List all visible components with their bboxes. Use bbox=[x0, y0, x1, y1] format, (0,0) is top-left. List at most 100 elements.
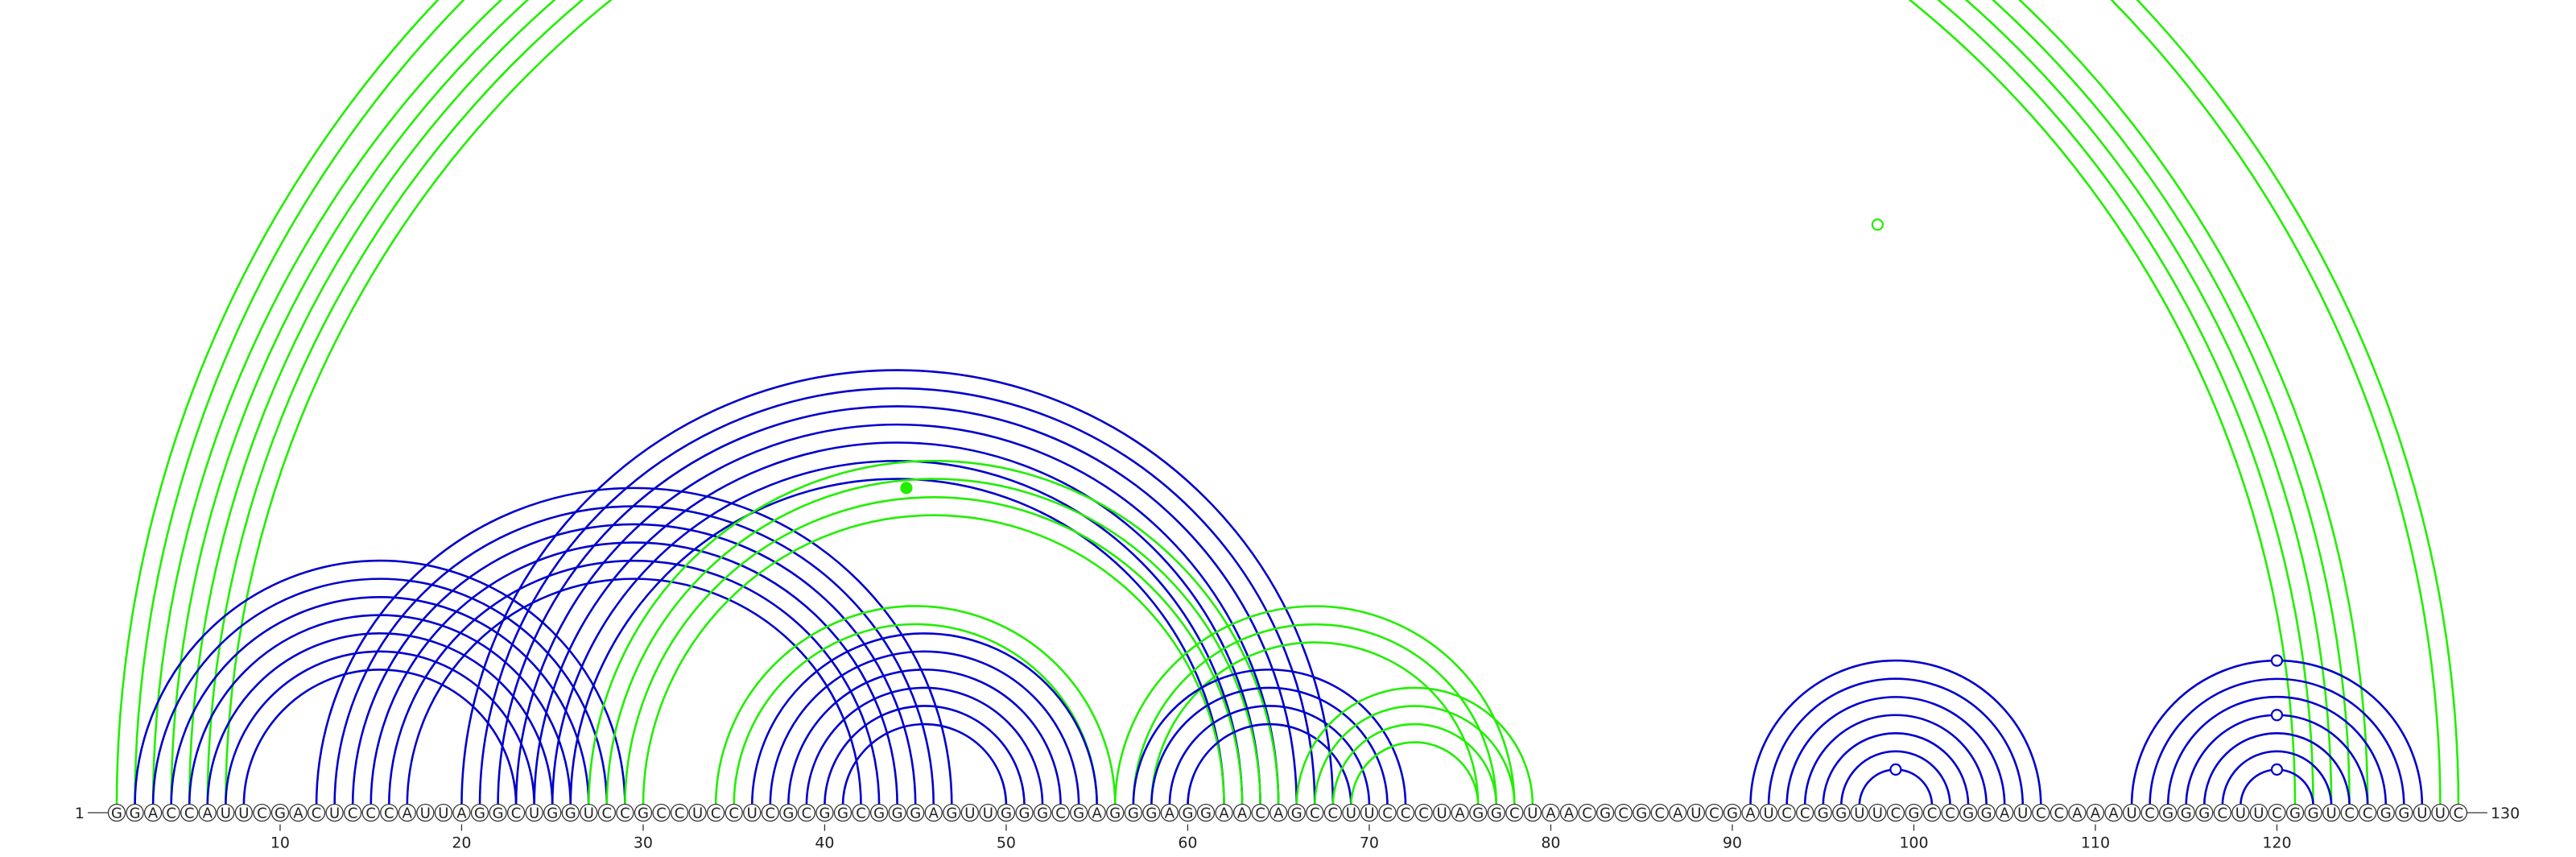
nucleotide-letter: U bbox=[1763, 805, 1773, 822]
nucleotide-letter: A bbox=[1546, 805, 1556, 822]
nucleotide-letter: U bbox=[1437, 805, 1447, 822]
nucleotide: C bbox=[2213, 803, 2231, 822]
base-pair-arc bbox=[225, 650, 535, 806]
nucleotide-letter: A bbox=[1219, 805, 1229, 822]
nucleotide-letter: U bbox=[329, 805, 340, 822]
nucleotide-letter: C bbox=[348, 805, 358, 822]
base-pair-arc bbox=[769, 650, 1080, 806]
nucleotide: C bbox=[380, 803, 398, 822]
nucleotide: A bbox=[1559, 803, 1579, 822]
base-pair-arc bbox=[624, 495, 1244, 806]
tick-label: 70 bbox=[1360, 834, 1379, 852]
nucleotide: C bbox=[1578, 803, 1596, 822]
tick-label: 50 bbox=[997, 834, 1016, 852]
nucleotide: G bbox=[2376, 803, 2395, 822]
nucleotide: C bbox=[1922, 803, 1942, 822]
nucleotide: G bbox=[2285, 803, 2305, 822]
nucleotide-letter: A bbox=[1092, 805, 1103, 822]
nucleotide-letter: C bbox=[511, 805, 522, 822]
nucleotide-letter: C bbox=[711, 805, 721, 822]
nucleotide: C bbox=[1886, 803, 1905, 822]
nucleotide-letter: U bbox=[2126, 805, 2136, 822]
nucleotide-letter: A bbox=[1165, 805, 1175, 822]
base-pair-arc bbox=[1331, 722, 1498, 806]
nucleotide: G bbox=[888, 803, 906, 822]
nucleotide: A bbox=[924, 803, 943, 822]
nucleotide-letter: C bbox=[2344, 805, 2355, 822]
nucleotide-letter: C bbox=[2036, 805, 2046, 822]
nucleotide: C bbox=[1614, 803, 1633, 822]
base-pair-arc bbox=[497, 405, 1298, 806]
base-pair-arc bbox=[135, 0, 2441, 806]
nucleotide: U bbox=[688, 803, 707, 822]
base-pair-arc bbox=[1803, 714, 1988, 806]
nucleotide-letter: G bbox=[1291, 805, 1302, 822]
nucleotide-letter: C bbox=[1382, 805, 1393, 822]
nucleotide-letter: U bbox=[1364, 805, 1374, 822]
arc-apex-marker bbox=[2270, 654, 2284, 667]
nucleotide-letter: U bbox=[747, 805, 758, 822]
nucleotide-letter: C bbox=[2272, 805, 2282, 822]
nucleotide: A bbox=[1996, 803, 2014, 822]
tick-label: 100 bbox=[1899, 834, 1928, 852]
nucleotide-letter: U bbox=[529, 805, 539, 822]
arc-apex-marker bbox=[2270, 709, 2284, 722]
nucleotide-letter: G bbox=[547, 805, 558, 822]
base-pair-arc bbox=[170, 595, 590, 806]
nucleotide-letter: C bbox=[1401, 805, 1411, 822]
nucleotide-letter: C bbox=[1509, 805, 1520, 822]
nucleotide-letter: U bbox=[1854, 805, 1864, 822]
nucleotide-letter: C bbox=[1255, 805, 1265, 822]
nucleotide: A bbox=[452, 803, 471, 822]
nucleotide-letter: C bbox=[1927, 805, 1938, 822]
base-pair-arc bbox=[151, 0, 2369, 806]
nucleotide: C bbox=[180, 803, 199, 822]
nucleotide-letter: U bbox=[2253, 805, 2264, 822]
nucleotide: U bbox=[2431, 803, 2450, 822]
nucleotide: U bbox=[434, 803, 453, 822]
nucleotide-letter: C bbox=[766, 805, 776, 822]
nucleotide: U bbox=[325, 803, 344, 822]
base-pair-arc bbox=[805, 686, 1044, 806]
sequence-end-label: 130 bbox=[2491, 805, 2520, 822]
nucleotide: C bbox=[307, 803, 326, 822]
tick-label: 30 bbox=[634, 834, 653, 852]
nucleotide: G bbox=[1977, 803, 1996, 822]
nucleotide-letter: C bbox=[312, 805, 322, 822]
nucleotide: U bbox=[2013, 803, 2032, 822]
nucleotide-letter: G bbox=[2162, 805, 2174, 822]
nucleotide: U bbox=[1759, 803, 1778, 822]
nucleotide-letter: C bbox=[257, 805, 267, 822]
nucleotide-letter: A bbox=[1564, 805, 1575, 822]
base-pair-arc bbox=[115, 0, 2460, 806]
nucleotide: U bbox=[217, 803, 235, 822]
nucleotide: U bbox=[1523, 803, 1542, 822]
nucleotide-letter: C bbox=[1582, 805, 1592, 822]
nucleotide: G bbox=[779, 803, 798, 822]
nucleotide-letter: A bbox=[2072, 805, 2083, 822]
nucleotide-letter: A bbox=[456, 805, 467, 822]
nucleotide: G bbox=[869, 803, 889, 822]
base-pair-arc bbox=[225, 0, 2297, 806]
nucleotide-letter: G bbox=[1636, 805, 1647, 822]
base-pair-arc bbox=[1168, 705, 1371, 806]
nucleotide-letter: C bbox=[729, 805, 739, 822]
nucleotide: U bbox=[743, 803, 762, 822]
nucleotide-letter: C bbox=[1418, 805, 1429, 822]
nucleotide: C bbox=[506, 803, 526, 822]
nucleotide-letter: C bbox=[184, 805, 195, 822]
nucleotide: G bbox=[561, 803, 580, 822]
base-pair-arc bbox=[1767, 677, 2025, 806]
base-pair-arc bbox=[315, 486, 953, 806]
arc-apex-marker bbox=[2270, 763, 2284, 776]
nucleotide: C bbox=[1941, 803, 1959, 822]
nucleotide-letter: G bbox=[493, 805, 504, 822]
nucleotide: G bbox=[2177, 803, 2195, 822]
nucleotide: G bbox=[943, 803, 961, 822]
nucleotide-letter: C bbox=[1781, 805, 1792, 822]
arc-apex-marker bbox=[1871, 218, 1884, 231]
nucleotide: A bbox=[398, 803, 416, 822]
nucleotide: G bbox=[1469, 803, 1488, 822]
nucleotide: U bbox=[1360, 803, 1379, 822]
